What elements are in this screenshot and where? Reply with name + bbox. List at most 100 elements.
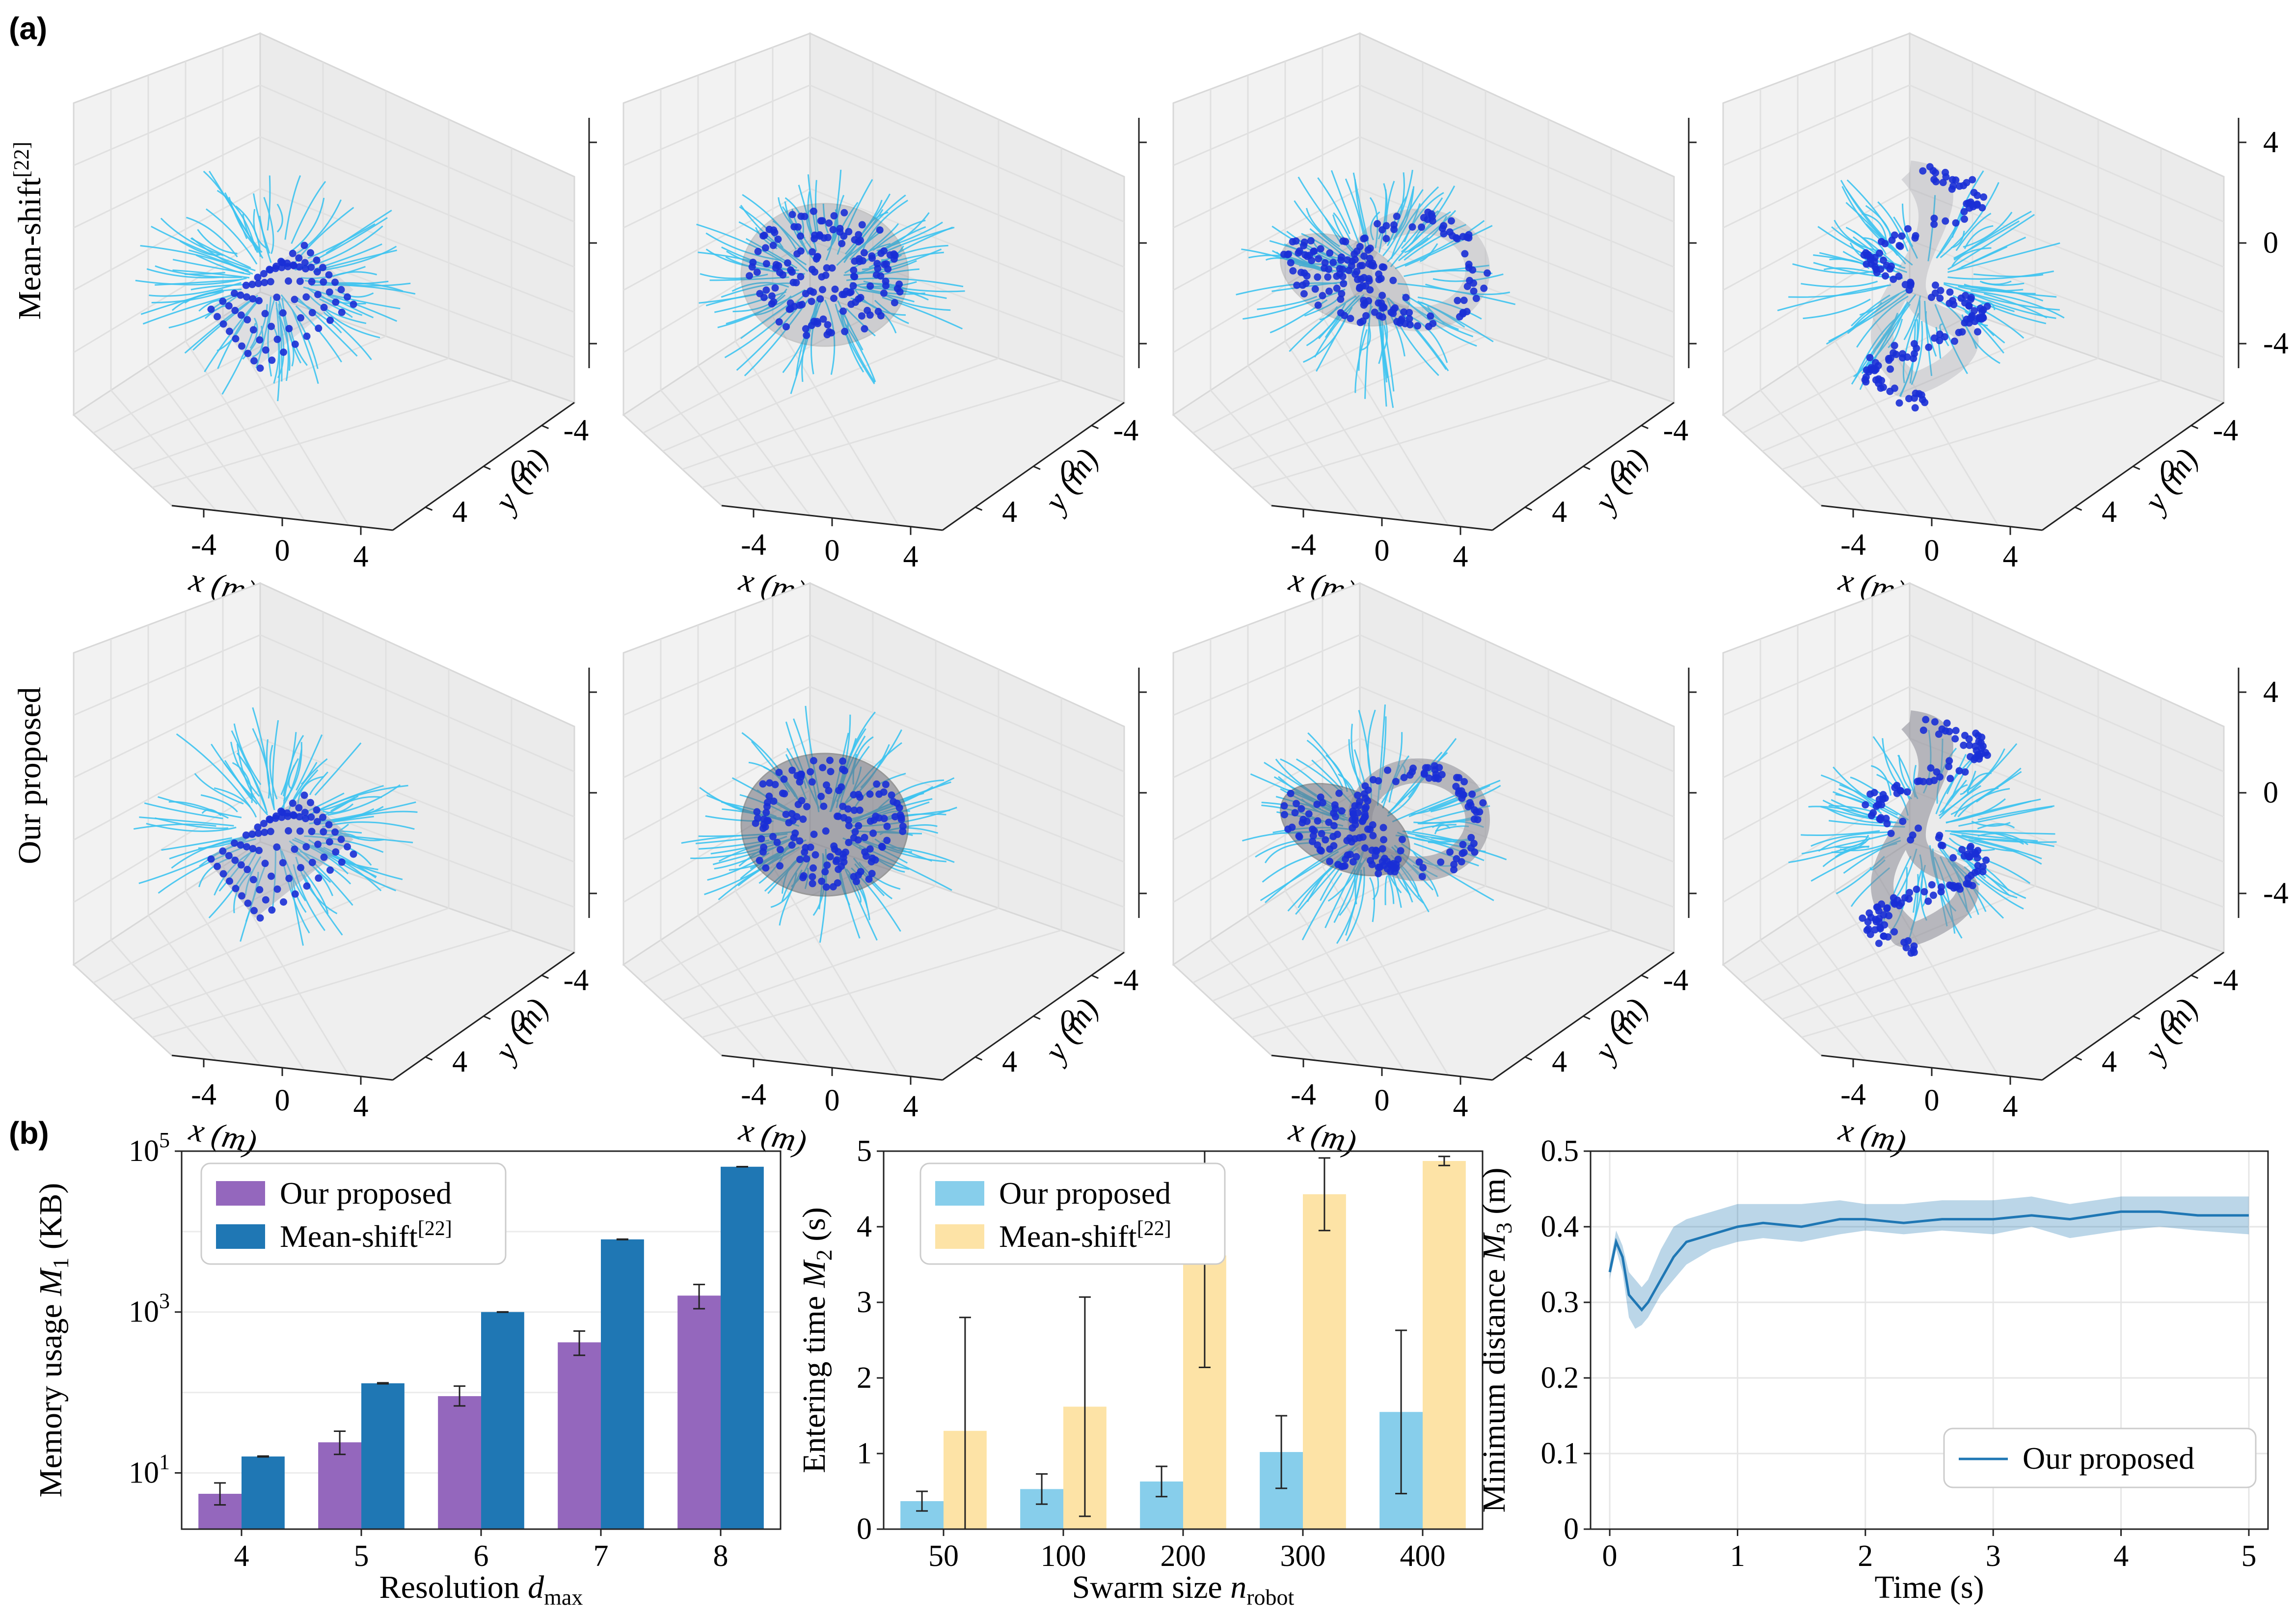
trajectory bbox=[1801, 280, 1878, 288]
robot-dot bbox=[325, 288, 333, 296]
x-tick-label: 6 bbox=[474, 1539, 489, 1573]
robot-dot bbox=[835, 865, 842, 873]
trajectory bbox=[845, 307, 876, 337]
robot-dot bbox=[207, 855, 215, 863]
robot-dot bbox=[1302, 279, 1310, 287]
robot-dot bbox=[277, 808, 285, 815]
trajectory bbox=[1319, 306, 1338, 321]
trajectory bbox=[1967, 772, 1992, 794]
robot-dot bbox=[1867, 914, 1875, 921]
trajectory bbox=[810, 298, 823, 375]
robot-dot bbox=[266, 815, 273, 823]
trajectory bbox=[242, 214, 259, 253]
trajectory bbox=[309, 771, 328, 795]
x-axis-line bbox=[1271, 1054, 1493, 1081]
robot-dot bbox=[1301, 251, 1309, 259]
trajectory bbox=[1893, 216, 1918, 259]
robot-dot bbox=[752, 819, 759, 827]
x-tick-label: 50 bbox=[928, 1539, 959, 1573]
trajectory bbox=[1835, 846, 1869, 858]
robot-dot bbox=[817, 792, 825, 800]
y-tick bbox=[541, 974, 549, 979]
robot-dot bbox=[225, 302, 233, 310]
robot-dot bbox=[254, 273, 262, 281]
grid-line bbox=[1762, 335, 2036, 452]
trajectory bbox=[1404, 192, 1444, 243]
robot-dot bbox=[828, 329, 835, 337]
robot-dot bbox=[332, 298, 340, 306]
robot-dot bbox=[1424, 764, 1432, 772]
grid-line bbox=[1173, 737, 1360, 841]
plot-frame bbox=[181, 1150, 782, 1530]
robot-dot bbox=[1912, 389, 1919, 397]
robot-dot bbox=[1465, 261, 1473, 268]
robot-dot bbox=[1936, 330, 1944, 338]
robot-dot bbox=[1460, 296, 1468, 304]
y-tick bbox=[1583, 1015, 1591, 1020]
robot-dot bbox=[291, 296, 298, 303]
trajectory bbox=[1257, 296, 1318, 310]
legend-swatch bbox=[935, 1224, 984, 1249]
robot-dot bbox=[262, 346, 270, 354]
trajectory bbox=[1412, 824, 1457, 832]
trajectory bbox=[784, 201, 818, 264]
grid-line bbox=[1909, 737, 2224, 863]
robot-dot bbox=[1945, 728, 1953, 735]
trajectory bbox=[325, 210, 392, 254]
trajectory bbox=[1427, 306, 1445, 324]
trajectory bbox=[1876, 301, 1909, 349]
trajectory bbox=[1862, 213, 1887, 243]
robot-dot bbox=[1392, 778, 1400, 785]
grid-line bbox=[772, 316, 899, 526]
robot-dot bbox=[779, 789, 786, 797]
robot-dot bbox=[1887, 365, 1894, 373]
robot-dot bbox=[277, 258, 285, 265]
robot-dot bbox=[248, 830, 256, 838]
z-tick-label: -4 bbox=[2263, 327, 2289, 360]
robot-dot bbox=[866, 790, 874, 798]
robot-dot bbox=[1980, 193, 1988, 201]
robot-dot bbox=[279, 859, 287, 866]
robot-dot bbox=[850, 834, 858, 842]
robot-dot bbox=[774, 235, 782, 243]
trajectory bbox=[825, 204, 838, 261]
trajectory bbox=[731, 282, 789, 292]
legend-swatch bbox=[216, 1224, 265, 1249]
robot-dot bbox=[268, 356, 276, 364]
trajectory bbox=[849, 288, 915, 303]
robot-dot bbox=[1418, 873, 1426, 881]
robot-dot bbox=[813, 318, 821, 325]
trajectory bbox=[1398, 237, 1429, 262]
robot-dot bbox=[1381, 855, 1388, 862]
robot-dot bbox=[760, 815, 768, 823]
trajectory bbox=[332, 294, 401, 310]
robot-dot bbox=[1870, 789, 1878, 797]
grid-line bbox=[112, 885, 386, 1002]
robot-dot bbox=[1875, 940, 1883, 947]
robot-dot bbox=[1303, 817, 1311, 825]
grid-line bbox=[1284, 341, 1405, 521]
trajectory bbox=[298, 864, 329, 915]
robot-dot bbox=[1391, 304, 1399, 312]
y-tick bbox=[2133, 465, 2140, 470]
trajectory bbox=[326, 810, 418, 824]
grid-line bbox=[734, 890, 855, 1071]
robot-dot bbox=[319, 813, 326, 821]
robot-dot bbox=[1895, 399, 1903, 407]
y-tick-label: 4 bbox=[1552, 495, 1567, 529]
trajectory bbox=[149, 282, 242, 297]
robot-dot bbox=[782, 810, 790, 818]
robot-dot bbox=[1930, 334, 1938, 342]
trajectory bbox=[1938, 299, 1977, 349]
robot-dot bbox=[278, 813, 286, 821]
trajectory bbox=[1977, 833, 2028, 845]
robot-dot bbox=[268, 872, 275, 880]
robot-dot bbox=[1872, 802, 1880, 810]
trajectory bbox=[304, 835, 384, 853]
robot-dot bbox=[300, 242, 308, 249]
robot-dot bbox=[1354, 275, 1361, 283]
robot-dot bbox=[1367, 857, 1375, 864]
robot-dot bbox=[1975, 314, 1983, 322]
grid-line bbox=[1247, 365, 1361, 516]
robot-dot bbox=[332, 848, 340, 856]
